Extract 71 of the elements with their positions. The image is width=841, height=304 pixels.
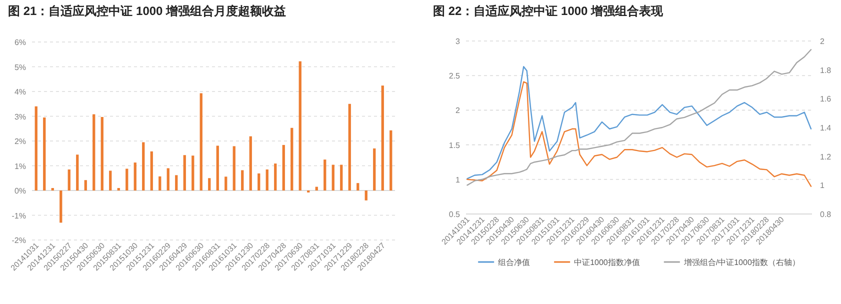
y2-tick-label: 1.2: [820, 152, 832, 162]
y-tick-label: 1.5: [448, 140, 461, 150]
bar: [166, 168, 170, 190]
bar: [232, 146, 236, 190]
y-tick-label: 3: [456, 37, 461, 46]
chart-title: 图 21：自适应风控中证 1000 增强组合月度超额收益: [8, 4, 286, 18]
line-series: [466, 66, 812, 180]
y-tick-label: 1: [456, 175, 461, 184]
bar: [274, 164, 277, 190]
y-tick-label: -2%: [12, 236, 26, 245]
bar: [60, 190, 62, 223]
y-tick-label: 2%: [14, 137, 26, 146]
bar: [224, 176, 228, 190]
bar: [266, 169, 268, 190]
bar: [150, 151, 153, 190]
bar: [249, 136, 252, 190]
bar: [68, 169, 70, 190]
bar: [364, 190, 368, 200]
legend-label: 增强组合/中证1000指数（右轴）: [682, 258, 800, 267]
bar: [348, 104, 351, 190]
bar: [92, 114, 96, 190]
bar: [109, 170, 112, 190]
bar: [390, 130, 392, 190]
y2-tick-label: 2: [820, 37, 825, 46]
y-tick-label: 3%: [14, 112, 26, 122]
line-series: [466, 49, 812, 186]
bar: [332, 164, 334, 190]
bar: [315, 186, 318, 190]
bar: [381, 86, 384, 190]
bar: [34, 106, 38, 190]
y-tick-label: 2: [456, 106, 461, 116]
bar: [282, 144, 285, 190]
y-tick-label: 6%: [14, 38, 26, 47]
bar: [76, 154, 79, 190]
chart-title: 图 22：自适应风控中证 1000 增强组合表现: [433, 4, 664, 18]
legend-label: 中证1000指数净值: [574, 258, 640, 267]
y2-tick-label: 0.8: [820, 210, 832, 219]
bar: [183, 155, 186, 190]
bar: [298, 61, 302, 190]
bar: [126, 168, 128, 190]
y2-tick-label: 1.6: [820, 94, 832, 104]
y-tick-label: -1%: [12, 211, 26, 220]
legend-label: 组合净值: [498, 258, 530, 267]
bar: [208, 178, 211, 190]
y-tick-label: 0.5: [448, 210, 461, 219]
y2-tick-label: 1: [820, 181, 825, 190]
y-tick-label: 1%: [14, 162, 26, 171]
y2-tick-label: 1.8: [820, 66, 832, 75]
bar: [158, 176, 162, 190]
bar: [200, 93, 202, 190]
bar: [373, 148, 376, 190]
bar: [134, 162, 136, 190]
y2-tick-label: 1.4: [820, 124, 832, 132]
bar: [84, 180, 87, 190]
bar: [356, 183, 360, 190]
y-tick-label: 4%: [14, 88, 26, 96]
bar: [100, 116, 104, 190]
bar: [216, 146, 219, 190]
y-tick-label: 5%: [14, 62, 26, 72]
bar: [324, 160, 326, 190]
bar: [142, 142, 145, 190]
bar: [241, 170, 244, 190]
bar: [258, 173, 260, 190]
bar: [192, 156, 194, 190]
bar: [175, 175, 178, 190]
bar: [43, 117, 46, 190]
y-tick-label: 2.5: [448, 72, 461, 81]
y-tick-label: 0%: [14, 186, 26, 196]
bar: [290, 128, 294, 190]
line-series: [466, 81, 812, 187]
bar: [340, 164, 343, 190]
